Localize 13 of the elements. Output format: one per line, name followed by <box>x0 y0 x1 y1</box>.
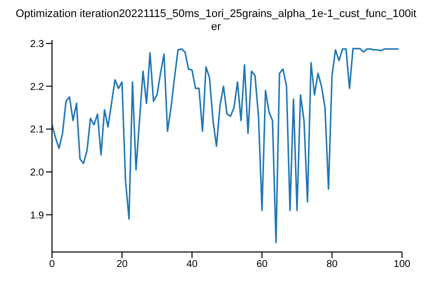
y-tick-label: 2.2 <box>30 82 44 93</box>
y-tick-label: 2.0 <box>30 167 44 178</box>
x-tick-label: 100 <box>394 259 411 270</box>
x-tick-label: 80 <box>326 259 338 270</box>
line-series <box>52 48 400 244</box>
chart-title: Optimization iteration20221115_50ms_1ori_25grains_alpha_1e-1_cust_func_100iter <box>14 8 418 34</box>
y-tick-label: 1.9 <box>30 210 44 222</box>
x-tick-label: 40 <box>186 259 198 270</box>
x-tick-label: 0 <box>49 259 56 270</box>
x-tick-label: 60 <box>256 259 268 270</box>
x-tick-label: 20 <box>116 259 128 270</box>
y-tick-label: 2.1 <box>30 124 44 136</box>
y-tick-label: 2.3 <box>30 38 44 50</box>
